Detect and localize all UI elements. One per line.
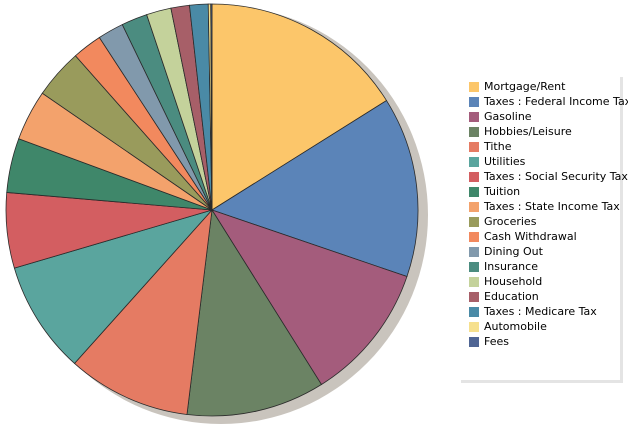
- legend-label: Gasoline: [484, 110, 532, 123]
- legend-label: Mortgage/Rent: [484, 80, 566, 93]
- legend-item: Fees: [469, 334, 509, 349]
- pie-slice: [211, 3, 388, 211]
- legend: Mortgage/Rent Taxes : Federal Income Tax G…: [458, 74, 628, 380]
- legend-label: Taxes : Social Security Tax: [484, 170, 628, 183]
- legend-label: Automobile: [484, 320, 547, 333]
- legend-item: Gasoline: [469, 109, 532, 124]
- legend-label: Taxes : State Income Tax: [484, 200, 620, 213]
- legend-label: Insurance: [484, 260, 538, 273]
- pie-slice: [211, 99, 419, 278]
- legend-swatch: [469, 126, 479, 137]
- legend-item: Education: [469, 289, 539, 304]
- legend-label: Taxes : Federal Income Tax: [484, 95, 628, 108]
- legend-item: Utilities: [469, 154, 525, 169]
- legend-item: Taxes : State Income Tax: [469, 199, 620, 214]
- legend-label: Hobbies/Leisure: [484, 125, 572, 138]
- legend-label: Cash Withdrawal: [484, 230, 577, 243]
- legend-swatch: [469, 336, 479, 347]
- legend-label: Tithe: [484, 140, 512, 153]
- legend-item: Tithe: [469, 139, 512, 154]
- legend-swatch: [469, 216, 479, 227]
- legend-label: Utilities: [484, 155, 526, 168]
- legend-swatch: [469, 96, 479, 107]
- legend-item: Taxes : Medicare Tax: [469, 304, 597, 319]
- legend-item: Taxes : Social Security Tax: [469, 169, 628, 184]
- legend-item: Taxes : Federal Income Tax: [469, 94, 628, 109]
- legend-swatch: [469, 246, 479, 257]
- legend-label: Taxes : Medicare Tax: [484, 305, 597, 318]
- legend-swatch: [469, 261, 479, 272]
- legend-swatch: [469, 81, 479, 92]
- legend-item: Tuition: [469, 184, 520, 199]
- legend-item: Hobbies/Leisure: [469, 124, 572, 139]
- legend-swatch: [469, 171, 479, 182]
- pie-slice: [73, 208, 213, 415]
- legend-swatch: [469, 186, 479, 197]
- pie-slice: [186, 208, 323, 417]
- legend-item: Insurance: [469, 259, 538, 274]
- legend-label: Dining Out: [484, 245, 543, 258]
- legend-item: Automobile: [469, 319, 547, 334]
- legend-swatch: [469, 231, 479, 242]
- legend-item: Cash Withdrawal: [469, 229, 577, 244]
- legend-item: Mortgage/Rent: [469, 79, 565, 94]
- legend-label: Household: [484, 275, 543, 288]
- legend-swatch: [469, 306, 479, 317]
- legend-label: Education: [484, 290, 539, 303]
- legend-label: Groceries: [484, 215, 537, 228]
- legend-label: Tuition: [484, 185, 521, 198]
- legend-item: Household: [469, 274, 542, 289]
- pie-slice: [13, 209, 214, 364]
- pie-slice: [210, 3, 213, 211]
- pie-slices: [5, 3, 419, 417]
- legend-label: Fees: [484, 335, 509, 348]
- legend-swatch: [469, 141, 479, 152]
- legend-swatch: [469, 111, 479, 122]
- legend-swatch: [469, 291, 479, 302]
- legend-swatch: [469, 276, 479, 287]
- legend-swatch: [469, 201, 479, 212]
- legend-item: Dining Out: [469, 244, 543, 259]
- legend-swatch: [469, 156, 479, 167]
- legend-item: Groceries: [469, 214, 536, 229]
- pie-slice: [211, 209, 408, 386]
- legend-swatch: [469, 321, 479, 332]
